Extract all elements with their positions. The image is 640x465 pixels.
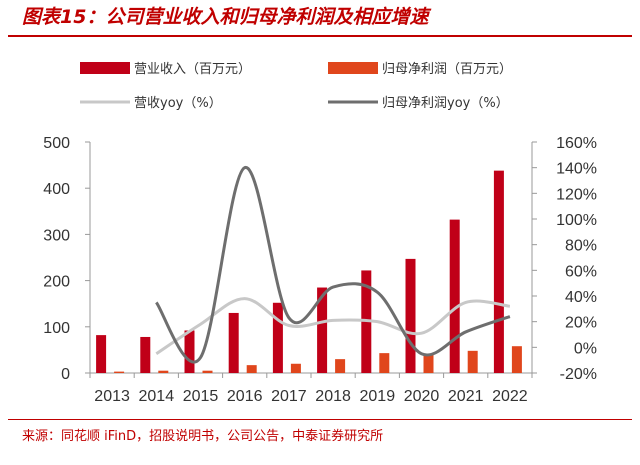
y-right-tick-label: 40% (565, 289, 597, 306)
y-left-tick-label: 0 (61, 366, 70, 383)
x-tick-label: 2013 (94, 388, 130, 405)
profit-bar (511, 346, 522, 373)
revenue-bar (96, 335, 107, 373)
axes: 0 100 200 300 400 500 -20% 0% 20% 40% 60% 80% 100% 12… (43, 135, 597, 405)
y-right-tick-label: 0% (574, 340, 597, 357)
legend-revenue-label: 营业收入（百万元） (134, 62, 251, 77)
title-divider (8, 35, 632, 37)
x-tick-label: 2018 (315, 388, 351, 405)
y-right-tick-label: 100% (556, 212, 597, 229)
profit-bar (246, 365, 257, 373)
profit-bar (202, 370, 213, 373)
bars (96, 170, 522, 373)
x-tick-label: 2016 (227, 388, 263, 405)
x-tick-label: 2019 (360, 388, 396, 405)
legend-profit-swatch (328, 62, 378, 74)
profit-bar (423, 354, 434, 373)
profit-bar (158, 370, 169, 373)
legend-profit-label: 归母净利润（百万元） (382, 62, 512, 77)
y-right-tick-label: -20% (560, 366, 597, 383)
x-tick-label: 2015 (183, 388, 219, 405)
x-tick-label: 2020 (404, 388, 440, 405)
y-right-tick-label: 120% (556, 186, 597, 203)
revenue-bar (184, 330, 195, 373)
revenue-bar (317, 287, 328, 373)
lines (155, 166, 511, 364)
y-left-tick-label: 100 (43, 320, 70, 337)
legend-profit-yoy-label: 归母净利润yoy（%） (382, 96, 509, 111)
legend-revenue-yoy-label: 营收yoy（%） (134, 96, 222, 111)
y-left-tick-label: 200 (43, 274, 70, 291)
revenue-bar (493, 170, 504, 373)
revenue-bar (272, 302, 283, 373)
profit-bar (467, 350, 478, 373)
y-right-tick-label: 20% (565, 315, 597, 332)
profit-bar (335, 359, 346, 373)
x-tick-label: 2014 (139, 388, 175, 405)
source-divider (8, 419, 632, 420)
y-left-tick-label: 500 (43, 135, 70, 152)
revenue-bar (405, 258, 416, 373)
revenue-bar (140, 336, 151, 373)
y-left-tick-label: 400 (43, 181, 70, 198)
profit-yoy-line (155, 166, 511, 364)
x-tick-label: 2017 (271, 388, 307, 405)
profit-bar (379, 353, 390, 373)
x-tick-label: 2021 (448, 388, 484, 405)
profit-bar (114, 371, 125, 373)
y-right-tick-label: 160% (556, 135, 597, 152)
y-left-tick-label: 300 (43, 227, 70, 244)
source-note: 来源：同花顺 iFinD，招股说明书，公司公告，中泰证券研究所 (22, 429, 384, 444)
legend-revenue-swatch (80, 62, 130, 74)
legend: 营业收入（百万元） 归母净利润（百万元） 营收yoy（%） 归母净利润yoy（%） (80, 62, 512, 111)
revenue-bar (228, 312, 239, 373)
revenue-bar (449, 219, 460, 373)
y-right-tick-label: 140% (556, 161, 597, 178)
y-right-tick-label: 80% (565, 238, 597, 255)
profit-bar (290, 363, 301, 373)
x-tick-label: 2022 (492, 388, 528, 405)
chart-title: 图表15：公司营业收入和归母净利润及相应增速 (22, 6, 429, 28)
y-right-tick-label: 60% (565, 263, 597, 280)
